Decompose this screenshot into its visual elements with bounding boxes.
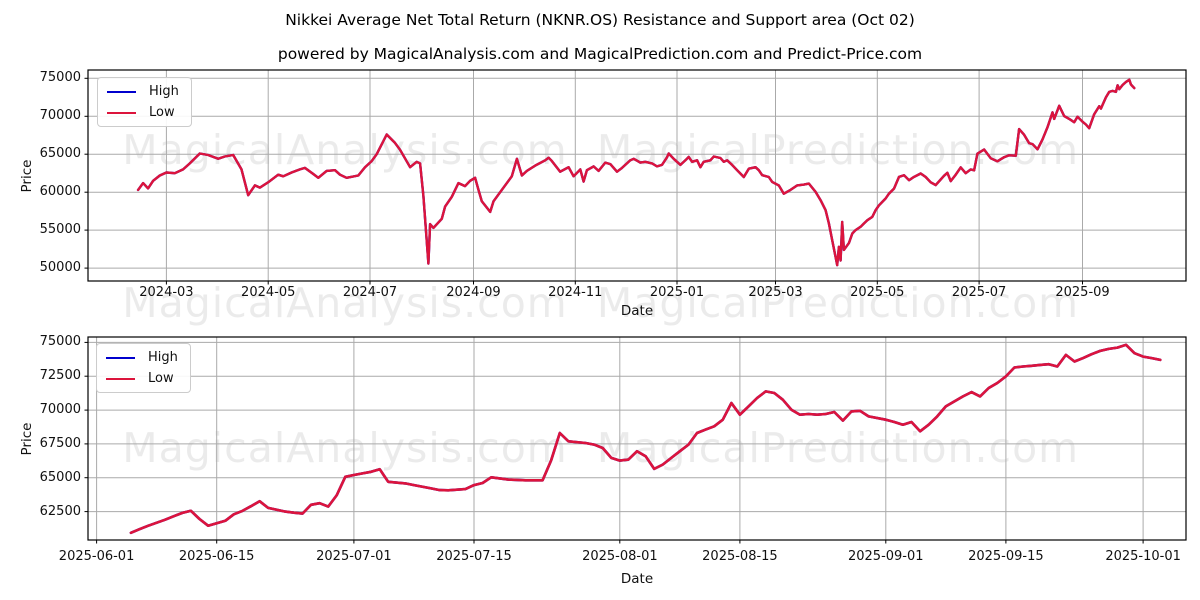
y-tick-label: 50000: [39, 260, 81, 276]
legend-line-low-icon: [106, 377, 135, 380]
x-axis-label: Date: [620, 571, 654, 587]
y-axis-label: Price: [19, 159, 35, 192]
x-tick-label: 2025-03: [748, 285, 803, 300]
grid: [88, 337, 1186, 540]
series-line-low: [136, 78, 1136, 267]
x-tick-label: 2024-11: [548, 285, 603, 300]
watermark-left: MagicalAnalysis.com: [122, 126, 568, 174]
axes-spines: [87, 336, 1187, 541]
x-tick-label: 2025-08-15: [702, 549, 778, 564]
x-tick-label: 2025-06-01: [58, 549, 135, 564]
x-tick-label: 2025-09: [1055, 285, 1110, 300]
figure-subtitle: powered by MagicalAnalysis.com and Magic…: [277, 45, 923, 63]
y-tick-label: 55000: [39, 222, 81, 238]
x-tick-label: 2025-09-15: [968, 549, 1044, 564]
y-tick-label: 75000: [39, 70, 81, 86]
legend-item-high: High: [107, 84, 179, 99]
grid: [88, 70, 1186, 281]
x-tick-label: 2025-07-01: [316, 549, 392, 564]
x-tick-label: 2025-05: [850, 285, 905, 300]
x-tick-label: 2024-03: [139, 285, 194, 300]
y-axis-label: Price: [19, 422, 35, 455]
legend: High Low: [96, 343, 191, 393]
legend-line-high-icon: [107, 90, 136, 93]
y-tick-label: 67500: [39, 435, 81, 451]
figure-title: Nikkei Average Net Total Return (NKNR.OS…: [285, 11, 915, 29]
legend-label: High: [149, 84, 179, 99]
x-tick-label: 2025-07-15: [436, 549, 512, 564]
x-tick-label: 2025-08-01: [582, 549, 658, 564]
x-tick-label: 2025-07: [951, 285, 1007, 300]
y-tick-label: 65000: [39, 146, 81, 162]
legend: High Low: [97, 77, 192, 127]
axes-spines: [87, 69, 1187, 282]
x-tick-label: 2024-05: [241, 285, 296, 300]
y-tick-label: 70000: [39, 108, 81, 124]
x-axis-label: Date: [620, 303, 654, 319]
y-tick-label: 75000: [39, 334, 81, 350]
watermark-right: MagicalPrediction.com: [596, 424, 1080, 472]
y-tick-label: 62500: [39, 503, 81, 519]
tick-marks: [84, 341, 1144, 544]
legend-item-low: Low: [106, 371, 178, 386]
legend-label: High: [148, 350, 178, 365]
legend-label: Low: [148, 371, 174, 386]
watermark-left: MagicalAnalysis.com: [122, 424, 568, 472]
watermark-right: MagicalPrediction.com: [596, 279, 1080, 327]
x-tick-label: 2025-01: [649, 285, 705, 300]
watermark-left: MagicalAnalysis.com: [122, 279, 568, 327]
y-tick-label: 60000: [39, 184, 81, 200]
x-tick-label: 2025-10-01: [1105, 549, 1181, 564]
x-tick-label: 2025-06-15: [178, 549, 255, 564]
y-tick-label: 70000: [39, 402, 81, 418]
legend-item-high: High: [106, 350, 178, 365]
x-tick-label: 2025-09-01: [847, 549, 924, 564]
series-line-low: [129, 343, 1162, 535]
legend-item-low: Low: [107, 105, 179, 120]
x-tick-label: 2024-09: [446, 285, 501, 300]
legend-line-low-icon: [107, 111, 136, 114]
legend-label: Low: [149, 105, 175, 120]
tick-marks: [84, 77, 1083, 285]
x-tick-label: 2024-07: [342, 285, 398, 300]
y-tick-label: 65000: [39, 469, 81, 485]
y-tick-label: 72500: [39, 368, 81, 384]
legend-line-high-icon: [106, 356, 135, 359]
